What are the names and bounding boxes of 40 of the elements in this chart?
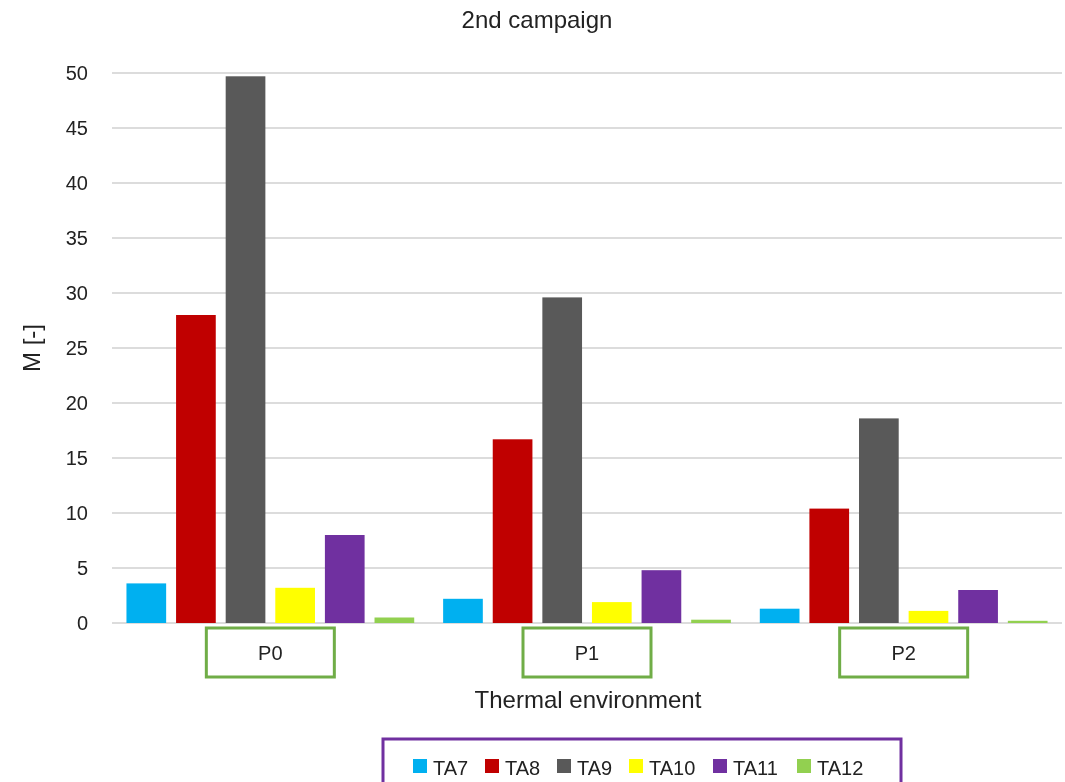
bar bbox=[908, 610, 949, 623]
bar bbox=[324, 535, 365, 623]
x-tick-label: P0 bbox=[258, 642, 283, 664]
y-tick-label: 5 bbox=[76, 557, 88, 579]
chart-title: 2nd campaign bbox=[461, 6, 613, 33]
bar bbox=[759, 608, 800, 623]
legend-label: TA7 bbox=[433, 757, 469, 779]
legend-label: TA12 bbox=[817, 757, 864, 779]
y-tick-label: 0 bbox=[76, 612, 88, 634]
bar bbox=[1007, 620, 1048, 623]
y-axis-title: M [-] bbox=[18, 324, 45, 372]
y-tick-label: 45 bbox=[65, 117, 88, 139]
bar bbox=[275, 587, 315, 623]
y-tick-label: 40 bbox=[65, 172, 88, 194]
bar bbox=[443, 598, 483, 623]
bar bbox=[591, 602, 632, 623]
bar bbox=[809, 508, 850, 623]
y-tick-label: 35 bbox=[65, 227, 88, 249]
bar bbox=[225, 76, 266, 623]
bar bbox=[859, 418, 899, 623]
y-tick-label: 10 bbox=[65, 502, 88, 524]
bar bbox=[126, 583, 167, 623]
bar bbox=[958, 590, 998, 623]
legend-label: TA8 bbox=[505, 757, 541, 779]
y-tick-label: 30 bbox=[65, 282, 88, 304]
y-tick-label: 50 bbox=[65, 62, 88, 84]
bar bbox=[641, 570, 682, 623]
y-tick-label: 25 bbox=[65, 337, 88, 359]
x-tick-label: P2 bbox=[891, 642, 916, 664]
x-axis-title: Thermal environment bbox=[474, 686, 702, 713]
bar bbox=[492, 439, 533, 623]
y-tick-label: 20 bbox=[65, 392, 88, 414]
bar bbox=[176, 315, 216, 623]
legend-label: TA11 bbox=[733, 757, 778, 779]
legend-label: TA10 bbox=[649, 757, 696, 779]
y-tick-label: 15 bbox=[65, 447, 88, 469]
x-tick-label: P1 bbox=[574, 642, 600, 664]
bar bbox=[542, 297, 583, 623]
legend-label: TA9 bbox=[577, 757, 613, 779]
bar bbox=[691, 619, 731, 623]
